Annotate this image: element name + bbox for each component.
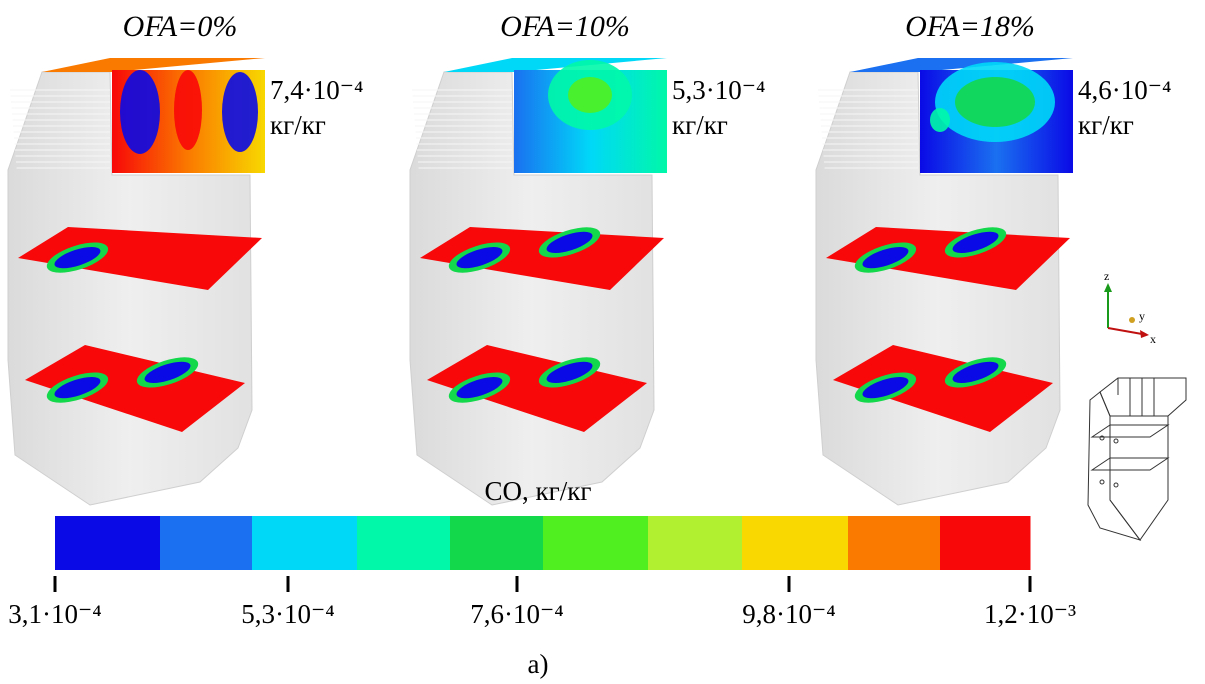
slice-contour <box>54 376 101 399</box>
panel-value: 5,3·10⁻⁴ <box>672 75 765 105</box>
slice-contour <box>456 246 503 269</box>
slice <box>420 227 664 290</box>
colorbar-band <box>543 516 649 570</box>
slice <box>18 227 262 290</box>
axis-y: y <box>1139 309 1145 323</box>
colorbar-band <box>357 516 451 570</box>
furnace-sketch <box>1087 377 1187 541</box>
colorbar-tick-label: 1,2·10⁻³ <box>984 599 1076 629</box>
furnace: OFA=18% 4,6·10⁻⁴ кг/кг <box>815 10 1171 506</box>
panel-title: OFA=18% <box>905 10 1035 43</box>
furnace: OFA=0% 7,4·10⁻⁴ кг/кг <box>7 10 363 506</box>
colorbar-band <box>742 516 849 570</box>
panel-unit: кг/кг <box>1078 110 1134 140</box>
colorbar-band <box>160 516 253 570</box>
slice <box>25 345 245 432</box>
furnace: OFA=10% 5,3·10⁻⁴ кг/кг <box>409 10 765 506</box>
contour <box>174 70 202 150</box>
colorbar-tick-label: 3,1·10⁻⁴ <box>8 599 101 629</box>
slice-contour <box>144 361 191 384</box>
panel-value: 4,6·10⁻⁴ <box>1078 75 1171 105</box>
colorbar-tick-label: 7,6·10⁻⁴ <box>470 599 563 629</box>
colorbar-tick-label: 5,3·10⁻⁴ <box>241 599 334 629</box>
slice-contour <box>862 246 909 269</box>
colorbar-band <box>55 516 161 570</box>
top-face <box>444 58 667 72</box>
colorbar: 3,1·10⁻⁴ 5,3·10⁻⁴ 7,6·10⁻⁴ 9,8·10⁻⁴ 1,2·10⁻³ <box>8 516 1076 629</box>
panel-value: 7,4·10⁻⁴ <box>270 75 363 105</box>
colorbar-tick-label: 9,8·10⁻⁴ <box>742 599 835 629</box>
panel-unit: кг/кг <box>270 110 326 140</box>
panel-title: OFA=10% <box>500 10 630 43</box>
caption: а) <box>528 649 549 679</box>
slice-contour <box>456 376 503 399</box>
slice-contour <box>546 361 593 384</box>
slice <box>826 227 1070 290</box>
colorbar-band <box>940 516 1031 570</box>
colorbar-band <box>450 516 544 570</box>
colorbar-label: CO, кг/кг <box>485 476 592 506</box>
panel-title: OFA=0% <box>123 10 238 43</box>
slice-contour <box>862 376 909 399</box>
slice-contour <box>54 246 101 269</box>
slice <box>833 345 1053 432</box>
slice-contour <box>952 231 999 254</box>
contour <box>955 77 1035 127</box>
top-face <box>42 58 265 72</box>
contour <box>222 72 258 152</box>
top-face <box>850 58 1073 72</box>
contour <box>568 77 612 113</box>
panels: OFA=0%7,4·10⁻⁴кг/кгOFA=10%5,3·10⁻⁴кг/кгO… <box>7 10 1171 506</box>
slice-contour <box>546 231 593 254</box>
axis-x: x <box>1150 332 1156 346</box>
axis-triad: z y x <box>1104 269 1156 346</box>
colorbar-band <box>252 516 358 570</box>
panel-unit: кг/кг <box>672 110 728 140</box>
colorbar-band <box>648 516 743 570</box>
colorbar-band <box>848 516 941 570</box>
contour <box>120 70 160 154</box>
slice <box>427 345 647 432</box>
axis-z: z <box>1104 269 1109 283</box>
slice-contour <box>952 361 999 384</box>
contour <box>930 108 950 132</box>
